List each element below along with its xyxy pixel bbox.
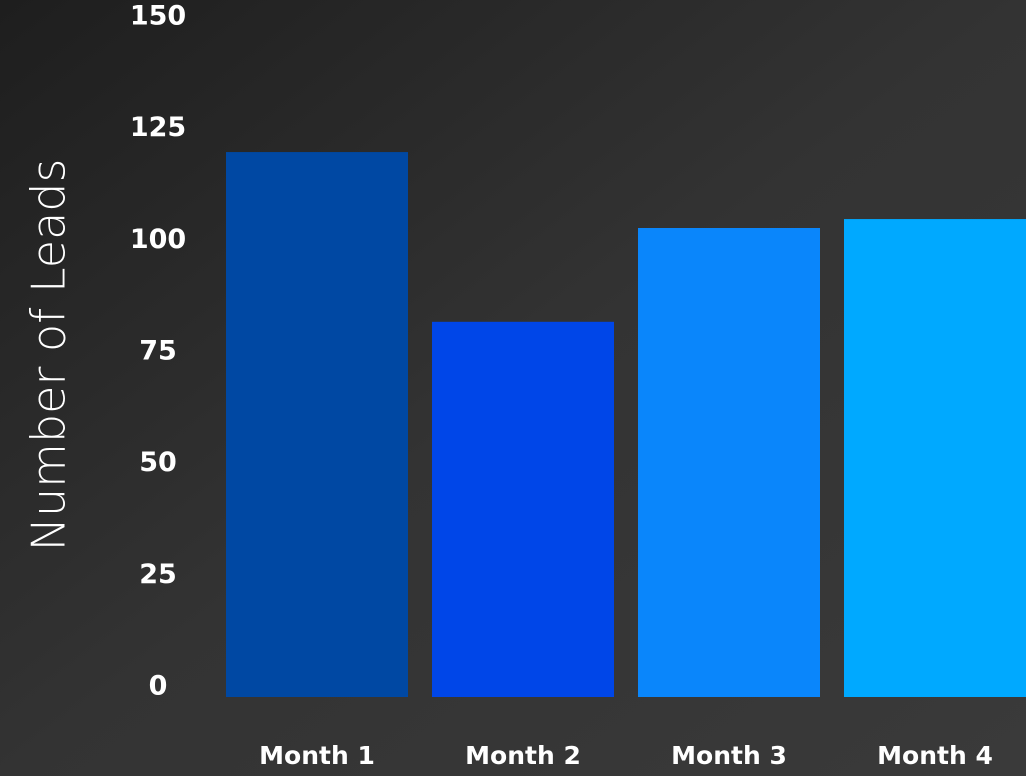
bar: [226, 152, 408, 698]
bar: [432, 321, 614, 697]
bar: [844, 219, 1026, 698]
y-tick-label: 75: [139, 336, 177, 367]
y-tick-label: 50: [139, 447, 177, 478]
x-tick-label: Month 4: [877, 741, 993, 770]
bar: [638, 228, 820, 697]
y-tick-label: 0: [149, 671, 168, 702]
y-tick-label: 125: [130, 112, 186, 143]
y-tick-label: 150: [130, 1, 186, 32]
x-tick-label: Month 2: [465, 741, 581, 770]
y-tick-label: 25: [139, 559, 177, 590]
y-axis-title: Number of Leads: [22, 159, 76, 552]
x-tick-label: Month 3: [671, 741, 787, 770]
x-tick-label: Month 1: [259, 741, 375, 770]
y-tick-label: 100: [130, 224, 186, 255]
